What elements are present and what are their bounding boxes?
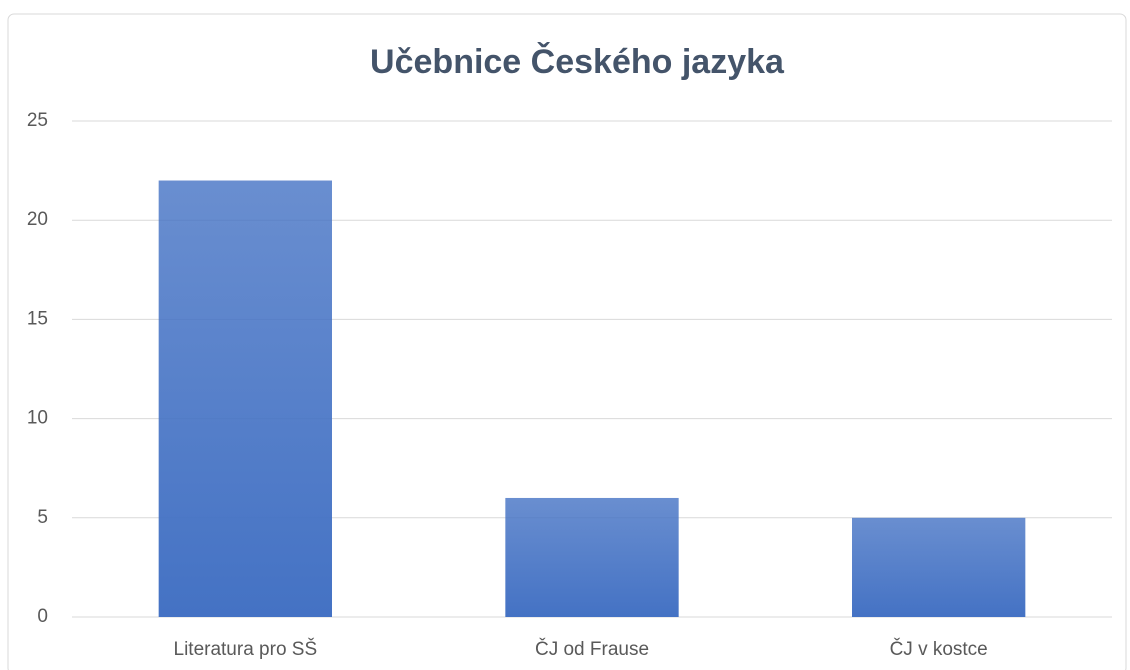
y-tick-label: 10 <box>27 408 48 429</box>
y-tick-label: 15 <box>27 308 48 329</box>
y-tick-label: 0 <box>37 606 48 627</box>
chart-title: Učebnice Českého jazyka <box>370 42 785 81</box>
x-tick-label: Literatura pro SŠ <box>174 638 318 660</box>
bar <box>158 180 332 617</box>
x-tick-label: ČJ v kostce <box>890 638 988 660</box>
y-tick-label: 25 <box>27 110 48 131</box>
x-tick-label: ČJ od Frause <box>535 638 649 660</box>
chart-frame <box>7 13 1127 670</box>
y-tick-label: 5 <box>37 507 48 528</box>
bar <box>852 517 1026 617</box>
y-tick-label: 20 <box>27 209 48 230</box>
bar <box>505 497 679 617</box>
